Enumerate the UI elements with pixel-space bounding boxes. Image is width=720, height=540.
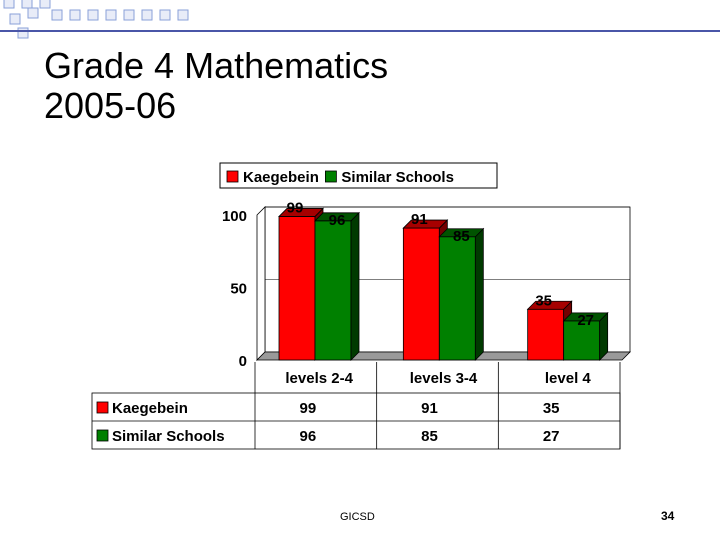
slide-title: Grade 4 Mathematics 2005-06 (44, 46, 388, 126)
data-table-cell: 99 (299, 400, 316, 417)
data-label: 27 (577, 312, 594, 329)
slide-title-line-1: Grade 4 Mathematics (44, 45, 389, 86)
data-label: 35 (535, 292, 552, 309)
x-tick-label: level 4 (545, 370, 592, 387)
footer-text: GICSD (340, 511, 375, 523)
legend-label: Similar Schools (341, 169, 454, 186)
legend-label: Kaegebein (243, 169, 319, 186)
x-tick-label: levels 2-4 (285, 370, 353, 387)
page-number: 34 (661, 509, 675, 523)
data-table-cell: 27 (543, 428, 560, 445)
data-table-swatch (96, 401, 109, 414)
y-tick-label: 100 (222, 208, 247, 225)
data-table-cell: 91 (421, 400, 438, 417)
bar-similar-schools-2 (562, 311, 609, 361)
legend-box (219, 162, 498, 189)
data-table-cell: 85 (421, 428, 438, 445)
legend-swatch (226, 170, 239, 183)
header-rule (0, 30, 720, 32)
data-label: 85 (453, 228, 470, 245)
y-tick-label: 50 (230, 281, 247, 298)
data-table-row-label: Similar Schools (112, 428, 225, 445)
data-table-cell: 96 (299, 428, 316, 445)
bar-similar-schools-1 (438, 227, 485, 361)
data-label: 99 (287, 199, 304, 216)
data-label: 91 (411, 211, 428, 228)
y-tick-label: 0 (239, 353, 247, 370)
slide-title-line-2: 2005-06 (44, 85, 177, 126)
data-table-row-label: Kaegebein (112, 400, 188, 417)
bar-similar-schools-0 (314, 211, 360, 361)
legend-swatch (324, 170, 337, 183)
x-tick-label: levels 3-4 (410, 370, 478, 387)
data-table-cell: 35 (543, 400, 560, 417)
plot-side-wall (256, 206, 266, 361)
corner-squares-decoration (3, 0, 189, 39)
data-label: 96 (329, 212, 346, 229)
data-table-swatch (96, 429, 109, 442)
